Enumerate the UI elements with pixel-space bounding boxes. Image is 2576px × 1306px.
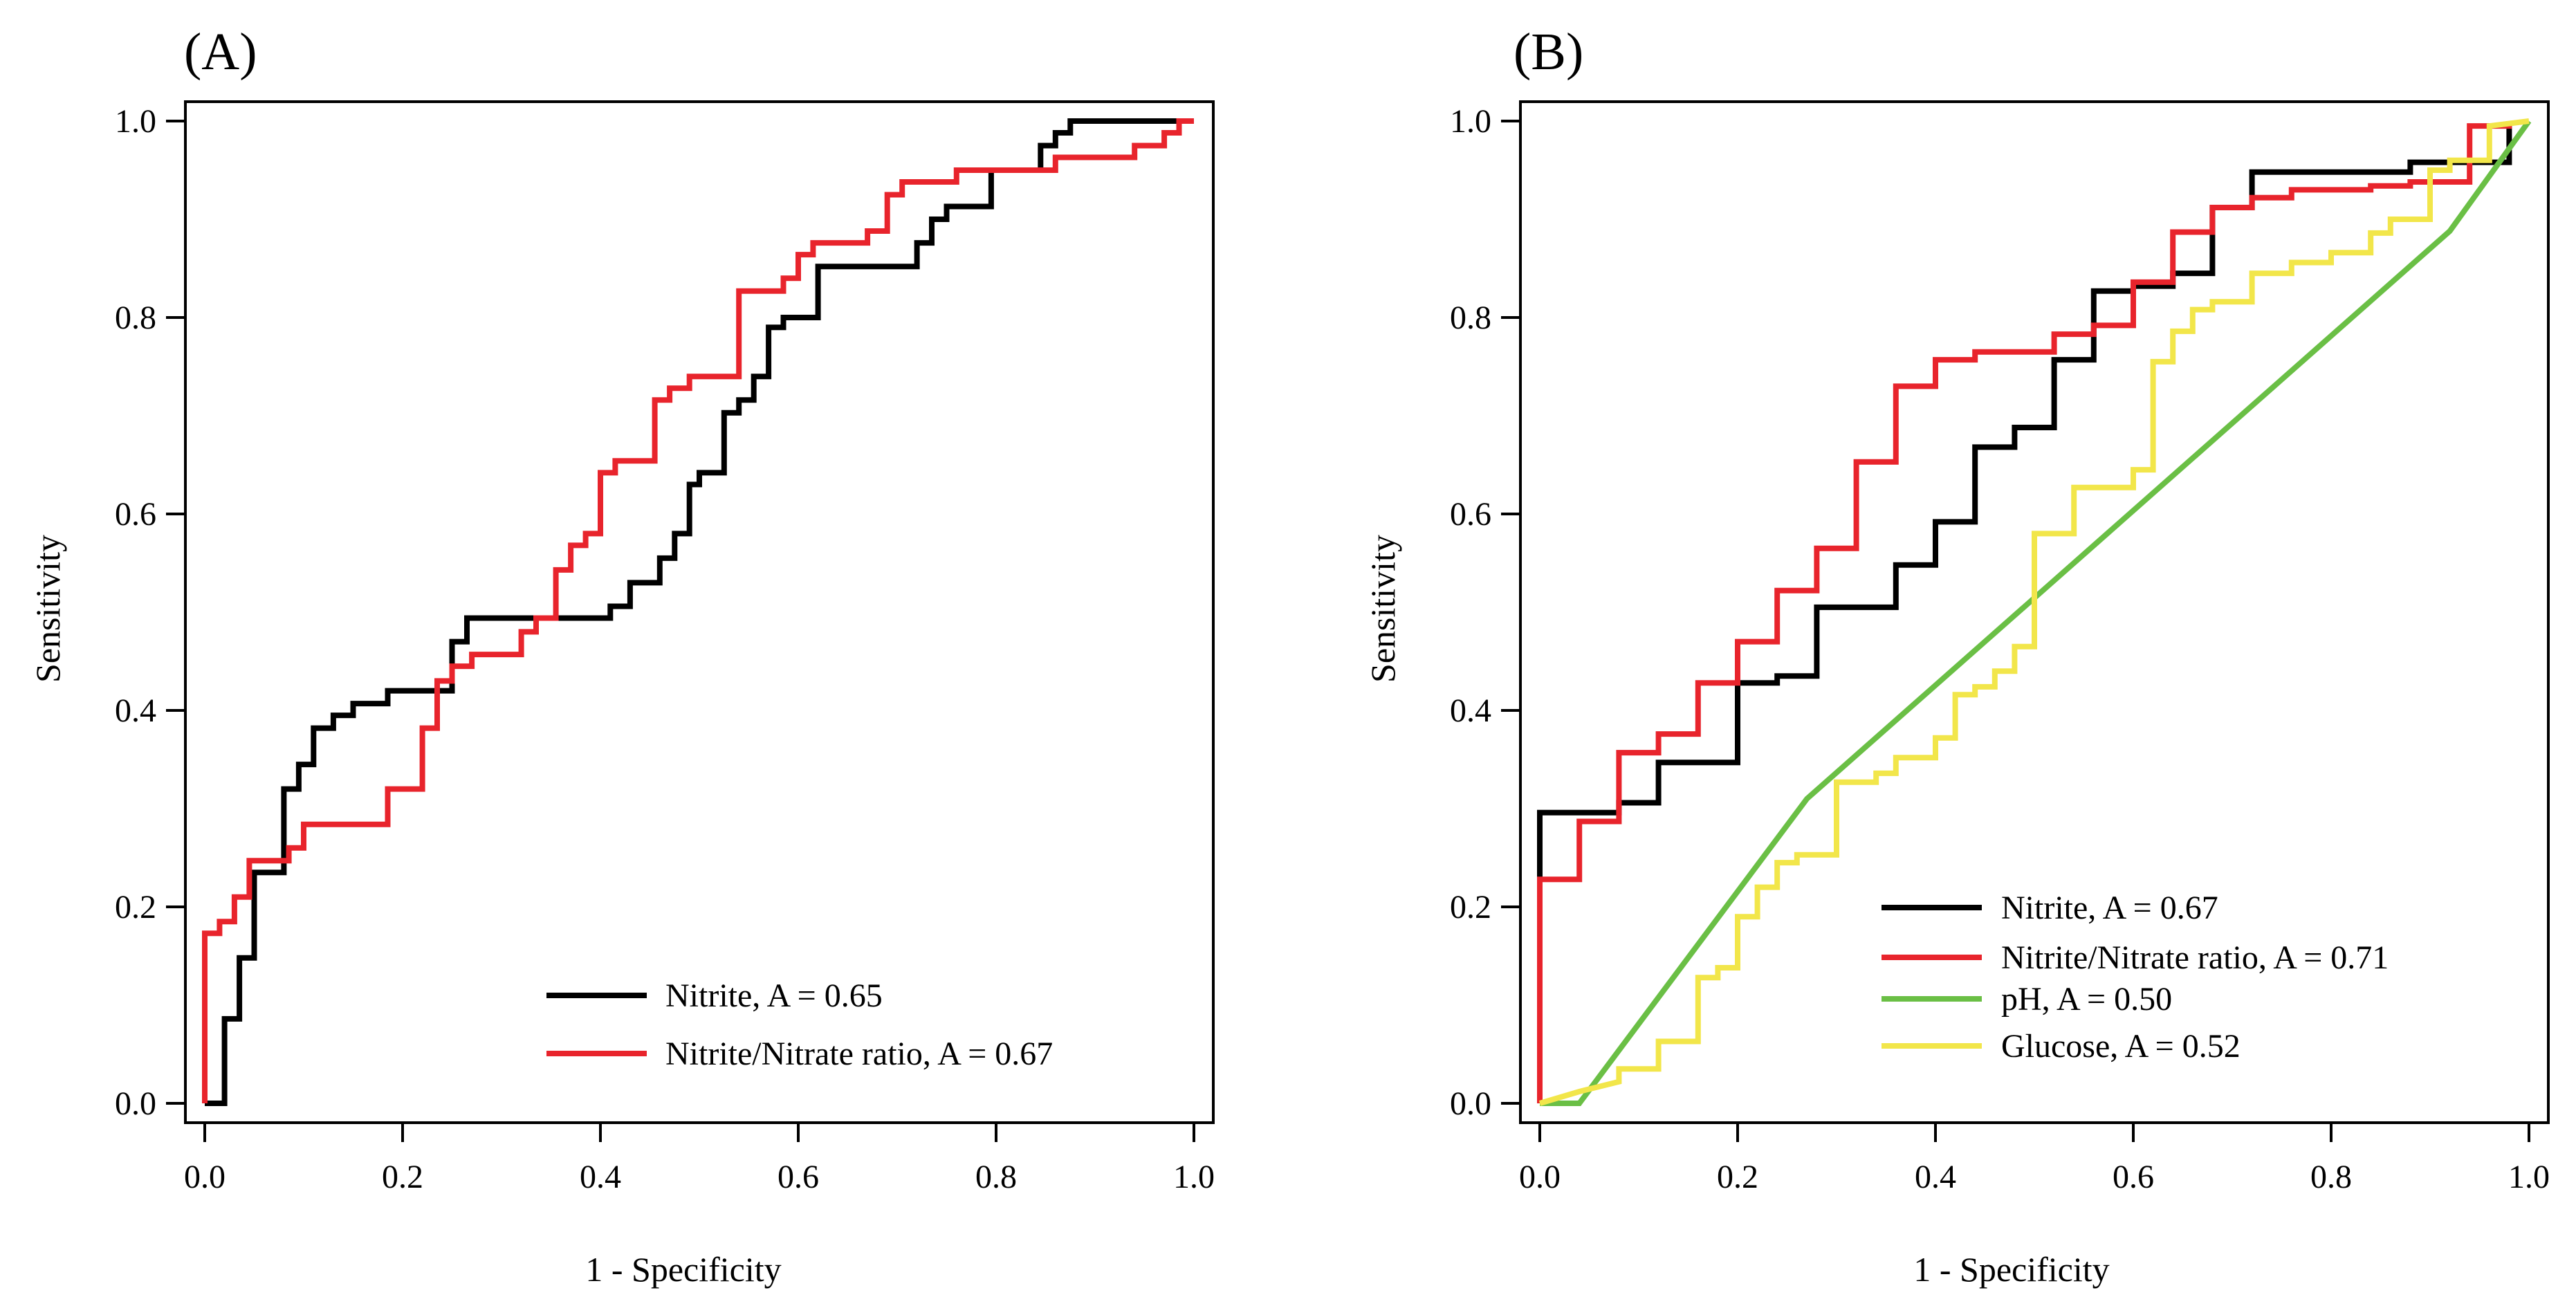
- panel-b-y-tick-label-1: 0.2: [1450, 889, 1491, 926]
- panel-b-x-axis: 0.0 0.2 0.4 0.6 0.8 1.0: [1519, 1123, 2550, 1195]
- panel-a-y-tick-label-2: 0.4: [115, 692, 156, 729]
- panel-b-legend-label-ratio: Nitrite/Nitrate ratio, A = 0.71: [2001, 939, 2389, 976]
- panel-b-plot-frame: [1519, 100, 2550, 1124]
- panel-a-x-tick-label-1: 0.2: [382, 1159, 423, 1195]
- panel-a-x-tick-label-0: 0.0: [184, 1159, 226, 1195]
- panel-a-y-tick-label-1: 0.2: [115, 889, 156, 926]
- panel-b-y-axis-title: Sensitivity: [1363, 535, 1402, 683]
- panel-b-y-tick-label-5: 1.0: [1450, 103, 1491, 140]
- panel-a-legend-label-ratio: Nitrite/Nitrate ratio, A = 0.67: [665, 1036, 1053, 1072]
- panel-a-y-axis-title: Sensitivity: [28, 535, 67, 683]
- panel-b-y-tick-label-3: 0.6: [1450, 496, 1491, 533]
- panel-b-x-tick-label-0: 0.0: [1519, 1159, 1561, 1195]
- panel-b-series-line-2: [1540, 119, 2532, 1106]
- panel-b-legend: Nitrite, A = 0.67 Nitrite/Nitrate ratio,…: [1882, 890, 2389, 1065]
- panel-b-roc-chart: (B) 0.0 0.2 0.4 0.6 0.8 1.0 0.0 0.2 0.4 0.6 0.8 1.…: [1363, 23, 2550, 1289]
- panel-a-x-axis-title: 1 - Specificity: [585, 1250, 781, 1289]
- panel-a-series-line-0: [205, 118, 1194, 1106]
- panel-b-legend-label-glucose: Glucose, A = 0.52: [2001, 1028, 2241, 1065]
- panel-b-y-tick-label-0: 0.0: [1450, 1085, 1491, 1122]
- panel-a-y-tick-label-5: 1.0: [115, 103, 156, 140]
- panel-a-legend: Nitrite, A = 0.65 Nitrite/Nitrate ratio,…: [546, 977, 1053, 1072]
- panel-b-y-tick-label-2: 0.4: [1450, 692, 1491, 729]
- panel-b-legend-label-nitrite: Nitrite, A = 0.67: [2001, 890, 2218, 926]
- panel-b-x-tick-label-3: 0.6: [2113, 1159, 2154, 1195]
- panel-b-x-tick-label-5: 1.0: [2508, 1159, 2550, 1195]
- panel-a-legend-label-nitrite: Nitrite, A = 0.65: [665, 977, 883, 1014]
- panel-a-x-tick-label-2: 0.4: [580, 1159, 621, 1195]
- panel-b-y-tick-label-4: 0.8: [1450, 300, 1491, 336]
- panel-b-series-line-3: [1538, 118, 2530, 1106]
- panel-b-x-tick-label-4: 0.8: [2310, 1159, 2352, 1195]
- panel-b-series-line-1: [1537, 121, 2512, 1103]
- panel-a-y-tick-label-4: 0.8: [115, 300, 156, 336]
- panel-b-label: (B): [1514, 23, 1583, 81]
- panel-a-series-group: [202, 118, 1194, 1106]
- panel-a-y-tick-label-3: 0.6: [115, 496, 156, 533]
- panel-a-x-axis: 0.0 0.2 0.4 0.6 0.8 1.0: [184, 1123, 1215, 1195]
- panel-a-x-tick-label-4: 0.8: [975, 1159, 1017, 1195]
- panel-b-series-group: [1537, 118, 2532, 1106]
- panel-a-plot-frame: [184, 100, 1215, 1124]
- panel-a-label: (A): [184, 23, 257, 81]
- panel-a-y-tick-label-0: 0.0: [115, 1085, 156, 1122]
- panel-a-x-tick-label-3: 0.6: [778, 1159, 819, 1195]
- panel-a-series-line-1: [202, 118, 1194, 1103]
- panel-b-legend-label-ph: pH, A = 0.50: [2001, 981, 2172, 1018]
- panel-b-x-tick-label-2: 0.4: [1915, 1159, 1956, 1195]
- panel-a-roc-chart: (A) 0.0 0.2 0.4 0.6 0.8 1.0 0.0 0.2 0.4 0.6 0.8 1.…: [28, 23, 1215, 1289]
- panel-b-x-tick-label-1: 0.2: [1717, 1159, 1758, 1195]
- panel-a-x-tick-label-5: 1.0: [1173, 1159, 1215, 1195]
- panel-a-y-axis: 0.0 0.2 0.4 0.6 0.8 1.0: [115, 103, 185, 1122]
- panel-b-x-axis-title: 1 - Specificity: [1913, 1250, 2109, 1289]
- panel-b-y-axis: 0.0 0.2 0.4 0.6 0.8 1.0: [1450, 103, 1520, 1122]
